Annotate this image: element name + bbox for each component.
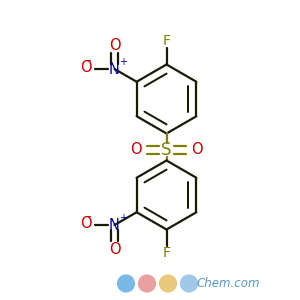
Text: O: O [109, 38, 120, 52]
Circle shape [118, 275, 134, 292]
Text: Chem.com: Chem.com [196, 277, 260, 290]
Text: +: + [119, 213, 127, 224]
Text: O: O [80, 216, 91, 231]
Text: N: N [109, 218, 120, 232]
Circle shape [181, 275, 197, 292]
Text: N: N [109, 61, 120, 76]
Text: +: + [119, 57, 127, 68]
Text: O: O [80, 60, 91, 75]
Circle shape [160, 275, 176, 292]
Text: O: O [109, 242, 120, 256]
Text: F: F [163, 34, 170, 48]
Text: -: - [86, 210, 91, 223]
Text: O: O [191, 142, 203, 157]
Text: -: - [86, 54, 91, 67]
Text: O: O [130, 142, 142, 157]
Text: S: S [161, 141, 172, 159]
Text: F: F [163, 246, 170, 260]
Circle shape [139, 275, 155, 292]
